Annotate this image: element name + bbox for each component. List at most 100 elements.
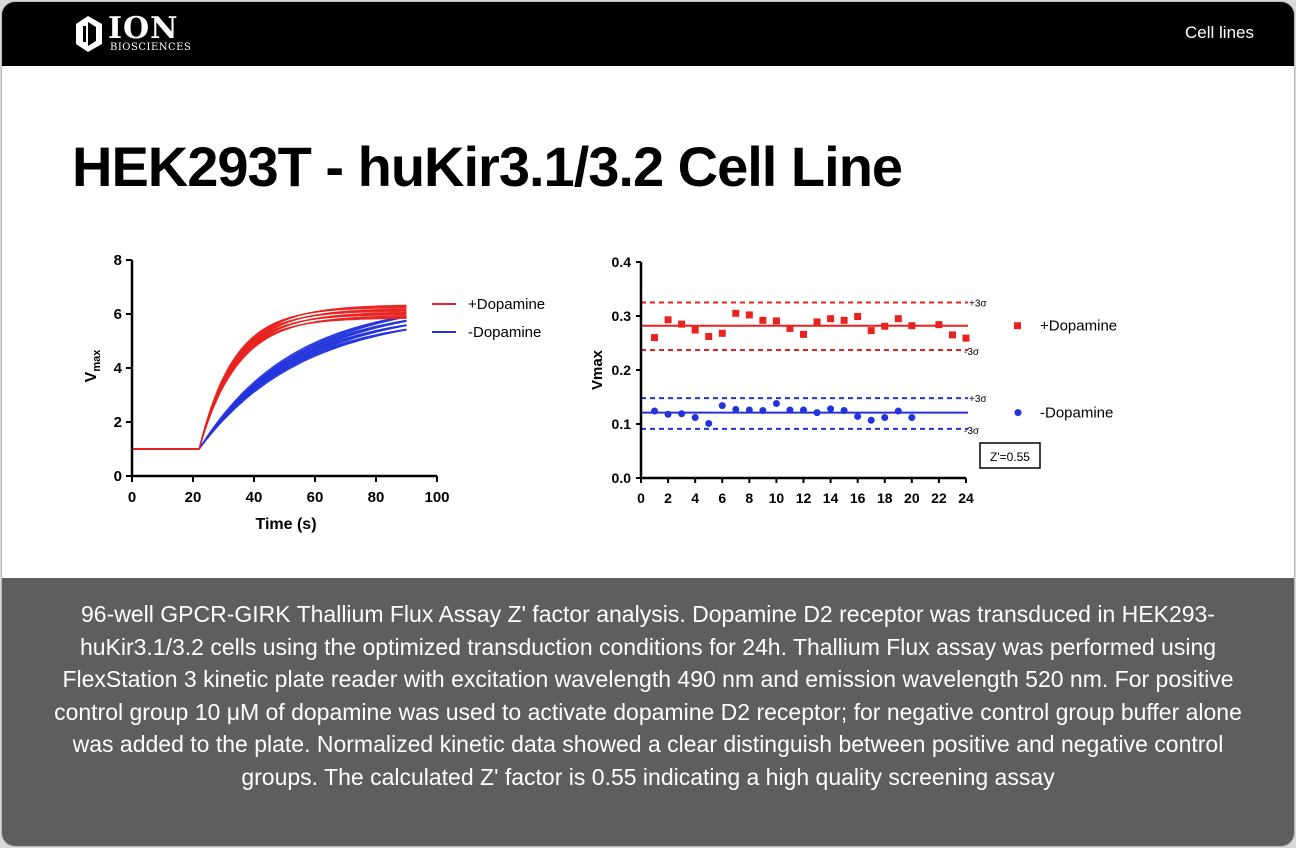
legend-label: -Dopamine — [468, 324, 541, 341]
legend-marker — [1014, 322, 1021, 330]
x-tick-label: 100 — [424, 489, 449, 506]
negative-trace-line — [132, 324, 407, 450]
positive-data-point — [772, 317, 780, 325]
x-tick-label: 2 — [664, 490, 672, 506]
negative-trace-line — [132, 325, 407, 450]
positive-data-point — [732, 309, 740, 317]
legend-label: -Dopamine — [1040, 405, 1113, 422]
negative-data-point — [772, 399, 780, 407]
positive-data-point — [691, 326, 699, 334]
y-tick-label: 0.3 — [612, 308, 632, 324]
negative-data-point — [786, 406, 794, 414]
negative-trace-line — [132, 329, 407, 450]
x-tick-label: 8 — [745, 490, 753, 506]
ion-biosciences-logo[interactable]: ION BIOSCIENCES — [74, 14, 191, 56]
y-axis-label-main: V — [83, 371, 100, 382]
positive-data-point — [894, 315, 902, 323]
positive-trace-line — [132, 315, 407, 450]
positive-data-point — [908, 322, 916, 330]
x-tick-label: 0 — [128, 489, 136, 506]
positive-data-point — [827, 315, 835, 323]
negative-data-point — [651, 407, 659, 415]
x-tick-label: 40 — [246, 489, 263, 506]
plus3sigma-label: +3σ — [969, 394, 987, 405]
positive-data-point — [881, 322, 889, 330]
y-tick-label: 0.4 — [612, 254, 632, 270]
negative-data-point — [732, 405, 740, 413]
positive-data-point — [745, 311, 753, 319]
y-tick-label: 6 — [114, 306, 122, 323]
positive-data-point — [786, 324, 794, 332]
positive-data-point — [935, 321, 943, 329]
negative-data-point — [894, 407, 902, 415]
plus3sigma-label: +3σ — [969, 299, 987, 310]
logo-mark-icon — [76, 16, 102, 52]
positive-data-point — [813, 318, 821, 326]
caption-text: 96-well GPCR-GIRK Thallium Flux Assay Z'… — [54, 601, 1242, 790]
negative-data-point — [827, 405, 835, 413]
negative-trace-line — [132, 320, 407, 450]
x-tick-label: 80 — [368, 489, 385, 506]
x-tick-label: 0 — [637, 490, 645, 506]
x-tick-label: 18 — [877, 490, 893, 506]
positive-data-point — [840, 316, 848, 324]
kinetic-trace-chart: 0 20 40 60 80 100 0 2 4 6 8 Time (s) Vmax +Dopami… — [83, 252, 545, 533]
top-bar: ION BIOSCIENCES Cell lines — [2, 2, 1294, 66]
negative-trace-line — [132, 320, 407, 450]
negative-data-point — [854, 412, 862, 420]
negative-trace-line — [132, 328, 407, 450]
positive-data-point — [678, 320, 686, 328]
negative-trace-line — [132, 329, 407, 450]
negative-trace-line — [132, 320, 407, 450]
y-tick-label: 0.1 — [612, 416, 632, 432]
nav-link-cell-lines[interactable]: Cell lines — [1185, 23, 1254, 42]
x-tick-label: 20 — [185, 489, 202, 506]
positive-data-point — [759, 316, 767, 324]
x-tick-label: 12 — [796, 490, 812, 506]
y-axis-label-sub: max — [91, 349, 103, 372]
positive-data-point — [664, 316, 672, 324]
x-tick-label: 14 — [823, 490, 839, 506]
minus3sigma-label: -3σ — [964, 347, 980, 358]
positive-data-point — [800, 330, 807, 338]
negative-data-point — [813, 409, 821, 417]
y-axis-label: Vmax — [592, 349, 606, 390]
z-factor-annotation: Z'=0.55 — [979, 442, 1041, 469]
y-tick-label: 0 — [114, 468, 122, 485]
negative-data-point — [908, 414, 916, 422]
x-tick-label: 22 — [931, 490, 947, 506]
positive-data-point — [854, 313, 862, 321]
negative-trace-line — [132, 324, 407, 450]
negative-trace-line — [132, 324, 407, 450]
negative-data-point — [759, 407, 767, 414]
negative-trace-line — [132, 324, 407, 450]
z-factor-scatter-chart: +3σ-3σ+3σ-3σ 0 2 4 6 8 10 12 14 16 18 20 22 24 0.00.… — [592, 254, 1117, 506]
x-tick-label: 20 — [904, 490, 920, 506]
negative-data-point — [840, 407, 848, 414]
y-tick-label: 0.0 — [612, 470, 632, 486]
negative-data-point — [745, 406, 753, 414]
legend-label: +Dopamine — [468, 296, 545, 313]
negative-data-point — [705, 419, 713, 427]
positive-trace-line — [132, 304, 407, 450]
negative-data-point — [691, 414, 699, 422]
negative-data-point — [800, 406, 807, 414]
kinetic-traces — [132, 304, 407, 450]
negative-data-point — [881, 414, 889, 422]
y-tick-label: 2 — [114, 414, 122, 431]
x-tick-label: 24 — [958, 490, 974, 506]
y-axis-label: Vmax — [83, 349, 103, 383]
positive-data-point — [718, 329, 726, 337]
x-axis-label: Time (s) — [255, 516, 316, 533]
negative-data-point — [867, 416, 875, 424]
x-tick-label: 16 — [850, 490, 866, 506]
positive-data-point — [705, 333, 713, 341]
legend-marker — [1014, 409, 1022, 417]
legend-label: +Dopamine — [1040, 318, 1117, 335]
positive-data-point — [867, 327, 875, 335]
negative-trace-line — [132, 328, 407, 450]
legend: +Dopamine -Dopamine — [432, 296, 545, 341]
x-tick-label: 60 — [307, 489, 324, 506]
positive-data-point — [962, 334, 970, 342]
negative-trace-line — [132, 319, 407, 450]
